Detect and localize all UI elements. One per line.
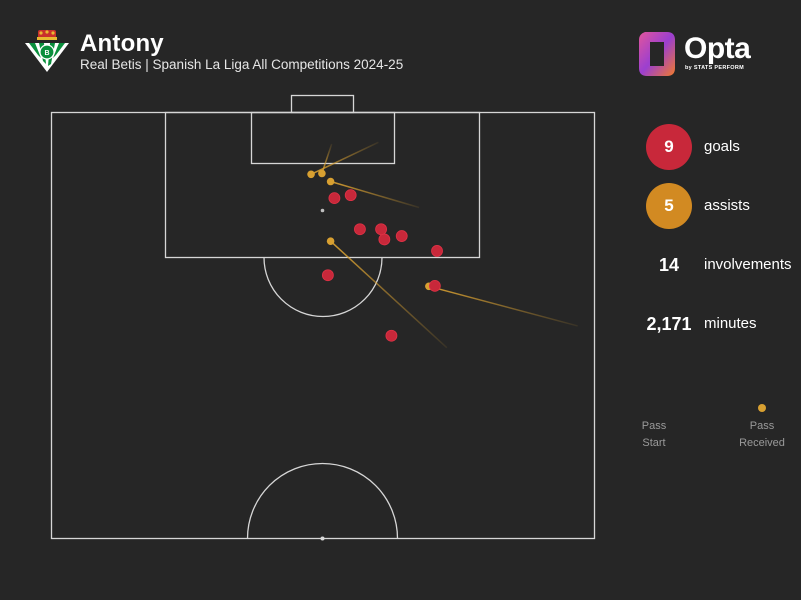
involvements-stat: 14 involvements (646, 242, 801, 288)
goals-count: 9 (646, 124, 692, 170)
assist-pass-line (330, 240, 448, 349)
goal-shot-point (375, 223, 388, 236)
goal-shot-point (344, 189, 357, 202)
six-yard-box (250, 111, 396, 165)
stats-panel: 9 goals 5 assists 14 involvements 2,171 … (646, 124, 801, 354)
assist-pass-line (428, 285, 578, 327)
goal-shot-point (428, 279, 441, 292)
brand-sub: by STATS PERFORM (685, 65, 744, 71)
centre-circle-arc (246, 462, 399, 539)
goal-shot-point (321, 269, 334, 282)
minutes-label: minutes (704, 315, 757, 332)
goal-shot-point (395, 230, 408, 242)
player-name: Antony (80, 30, 164, 57)
legend-received-text: Pass Received (739, 420, 785, 449)
legend-start-text: Pass Start (641, 420, 667, 449)
goal-frame (290, 94, 355, 114)
legend-start-label: Pass Start (628, 418, 680, 452)
svg-text:B: B (44, 50, 49, 57)
opta-logo-icon (639, 32, 675, 76)
assists-stat: 5 assists (646, 183, 801, 229)
penalty-area (164, 111, 481, 259)
penalty-arc (263, 257, 383, 318)
involvements-count: 14 (658, 255, 680, 275)
real-betis-crest-icon: B (25, 30, 69, 72)
involvements-label: involvements (704, 256, 792, 273)
assist-pass-line (330, 180, 420, 209)
legend-received-label: Pass Received (736, 418, 788, 452)
pass-legend: Pass Start Pass Received (636, 400, 796, 460)
goal-shot-point (385, 329, 398, 342)
goal-shot-point (328, 192, 341, 205)
assists-count: 5 (646, 183, 692, 229)
assist-received-point (318, 169, 326, 178)
goal-layer (321, 189, 443, 342)
minutes-stat: 2,171 minutes (646, 301, 801, 347)
pitch-lines (50, 94, 596, 540)
goal-shot-point (354, 223, 366, 236)
assist-received-point (326, 237, 335, 245)
centre-spot (320, 536, 325, 541)
goal-shot-point (431, 245, 443, 257)
assist-pass-line (310, 141, 379, 175)
minutes-count: 2,171 (646, 314, 692, 334)
assist-received-point (326, 177, 335, 186)
goal-shot-point (378, 233, 391, 246)
goals-label: goals (704, 138, 740, 155)
assist-received-point (307, 170, 315, 179)
brand-name: Opta (684, 32, 751, 65)
penalty-spot (320, 208, 325, 213)
chart-subtitle: Real Betis | Spanish La Liga All Competi… (80, 57, 404, 72)
goals-stat: 9 goals (646, 124, 801, 170)
assists-label: assists (704, 197, 750, 214)
chart-header: B Antony Real Betis | Spanish La Liga Al… (24, 28, 584, 78)
legend-pass-line (650, 404, 766, 412)
opta-brand: Opta by STATS PERFORM (637, 30, 787, 80)
assist-layer (307, 141, 578, 349)
legend-received-dot (758, 404, 766, 412)
